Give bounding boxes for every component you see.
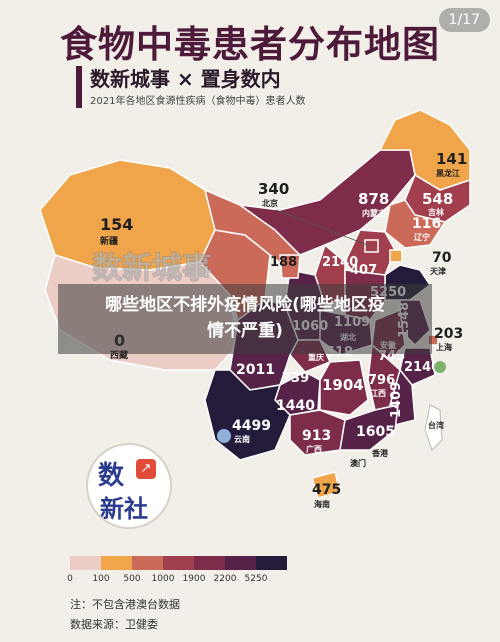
- region-taiwan: [424, 404, 443, 451]
- name-beijing: 北京: [262, 198, 278, 208]
- name-hainan: 海南: [314, 499, 330, 509]
- yunnan-medal-icon: [217, 429, 231, 443]
- value-jiangxi: 796: [368, 373, 395, 388]
- name-jilin: 吉林: [428, 207, 444, 217]
- value-jilin: 548: [422, 190, 453, 208]
- legend-tick: 1900: [182, 574, 206, 584]
- region-tianjin: [389, 249, 403, 263]
- banner-line-1: 哪些地区不排外疫情风险(哪些地区疫: [105, 295, 385, 315]
- legend-tick: 1000: [151, 574, 175, 584]
- name-jiangxi: 江西: [370, 388, 386, 398]
- legend-swatch-4: [194, 556, 225, 570]
- value-tianjin: 70: [432, 250, 452, 266]
- region-heilongjiang: [378, 109, 471, 191]
- logo-text-1: 数: [98, 461, 125, 491]
- name-tianjin: 天津: [430, 266, 446, 276]
- name-heilongjiang: 黑龙江: [436, 168, 460, 178]
- value-hebei: 407: [350, 263, 377, 278]
- value-guangdong: 1605: [356, 424, 395, 440]
- name-neimenggu: 内蒙古: [362, 208, 386, 218]
- region-hunan: [319, 359, 369, 416]
- region-guangdong: [339, 404, 399, 451]
- name-liaoning: 辽宁: [414, 232, 430, 242]
- value-zhejiang: 2140: [404, 360, 440, 375]
- value-neimenggu: 878: [358, 190, 389, 208]
- legend-swatch-5: [225, 556, 256, 570]
- beijing-leader-line: [275, 209, 371, 247]
- value-xinjiang: 154: [100, 215, 133, 234]
- value-guizhou: 1440: [276, 398, 315, 414]
- name-taiwan: 台湾: [428, 420, 444, 430]
- value-liaoning: 116: [412, 216, 441, 232]
- data-source: 数据来源：卫健委: [70, 618, 158, 631]
- value-yunnan: 4499: [232, 418, 271, 434]
- name-chongqing: 重庆: [308, 352, 324, 362]
- value-hunan2: 1904: [322, 376, 364, 394]
- map-watermark: 数新城事: [92, 251, 212, 286]
- name-yunnan: 云南: [234, 434, 250, 444]
- value-beijing: 340: [258, 180, 289, 198]
- overlay-banner[interactable]: 哪些地区不排外疫情风险(哪些地区疫 情不严重): [58, 284, 432, 354]
- legend-swatch-1: [101, 556, 132, 570]
- region-beijing: [364, 239, 379, 253]
- subtitle-accent-bar: [76, 66, 82, 108]
- caption: 2021年各地区食源性疾病（食物中毒）患者人数: [90, 96, 306, 107]
- name-shanghai: 上海: [436, 342, 452, 352]
- subtitle: 数新城事 × 置身数内: [90, 67, 281, 91]
- legend-swatch-3: [163, 556, 194, 570]
- value-shanghai: 203: [434, 326, 463, 342]
- banner-line-2: 情不严重): [207, 321, 283, 341]
- footnote: 注：不包含港澳台数据: [70, 598, 180, 611]
- value-hainan: 475: [312, 482, 341, 498]
- name-aomen: 澳门: [350, 458, 366, 468]
- legend-tick: 100: [92, 574, 110, 584]
- name-xianggang: 香港: [371, 448, 389, 458]
- legend-swatch-6: [256, 556, 287, 570]
- region-liaoning: [384, 199, 447, 249]
- logo-text-2: 新社: [100, 495, 148, 523]
- legend-swatch-0: [70, 556, 101, 570]
- zhejiang-medal-icon: [434, 361, 446, 373]
- page-title: 食物中毒患者分布地图: [60, 23, 440, 66]
- legend-tick: 5250: [244, 574, 268, 584]
- trend-chart-icon: ↗: [136, 459, 156, 479]
- name-xinjiang: 新疆: [100, 235, 118, 247]
- legend-tick: 500: [123, 574, 141, 584]
- value-henan: 2140: [322, 255, 358, 270]
- region-hainan: [311, 471, 341, 499]
- value-guangxi: 913: [302, 428, 331, 444]
- brand-logo: 数 ↗ 新社: [86, 443, 172, 529]
- legend-swatch-2: [132, 556, 163, 570]
- value-hunan: 739: [282, 371, 309, 386]
- value-fujian: 1409: [389, 382, 404, 418]
- value-heilongjiang: 141: [436, 150, 467, 168]
- page-counter[interactable]: 1/17: [438, 8, 490, 32]
- name-guangxi: 广西: [306, 444, 322, 454]
- value-ningxia: 188: [270, 255, 297, 270]
- legend-tick: 0: [67, 574, 73, 584]
- value-sichuan: 2011: [236, 362, 275, 378]
- region-ningxia: [279, 254, 301, 279]
- legend-tick: 2200: [213, 574, 237, 584]
